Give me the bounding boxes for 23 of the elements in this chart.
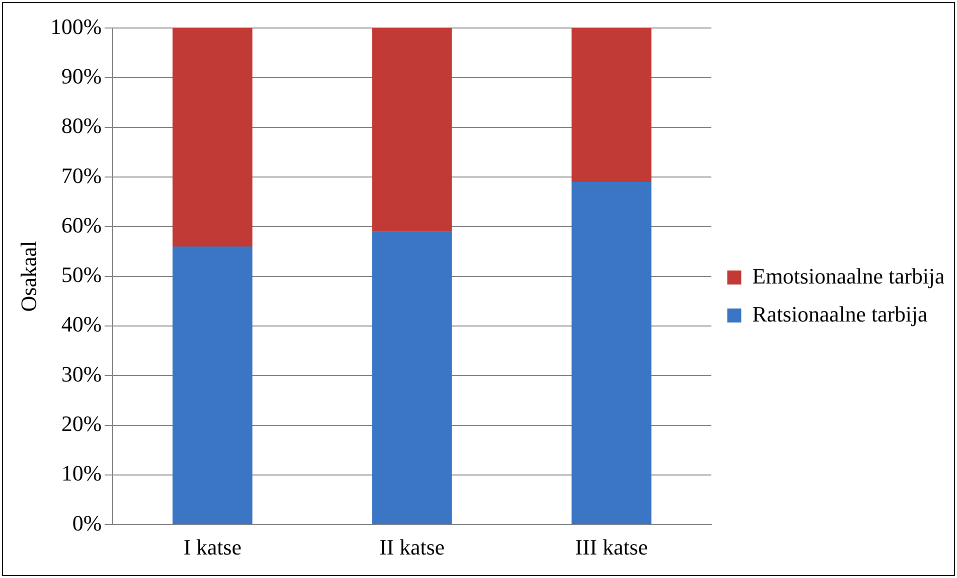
bar xyxy=(172,246,252,524)
y-tick-label: 10% xyxy=(61,460,102,486)
y-tick-label: 20% xyxy=(61,411,102,436)
y-tick-label: 70% xyxy=(61,162,102,188)
bar xyxy=(372,28,452,232)
x-tick-label: I katse xyxy=(183,534,242,560)
legend-label: Ratsionaalne tarbija xyxy=(752,301,928,326)
y-axis-title: Osakaal xyxy=(16,240,41,312)
y-tick-label: 50% xyxy=(61,262,102,288)
legend-label: Emotsionaalne tarbija xyxy=(752,263,945,288)
y-tick-label: 0% xyxy=(72,510,102,536)
bar xyxy=(572,182,652,524)
y-tick-label: 30% xyxy=(61,361,102,386)
bar xyxy=(372,232,452,524)
bar xyxy=(572,28,652,182)
bar xyxy=(172,28,252,247)
y-tick-label: 100% xyxy=(50,14,102,39)
y-tick-label: 80% xyxy=(61,113,102,138)
y-tick-label: 60% xyxy=(61,212,102,238)
y-tick-label: 40% xyxy=(61,312,102,337)
y-tick-label: 90% xyxy=(61,63,102,88)
x-tick-label: III katse xyxy=(575,534,648,560)
x-tick-label: II katse xyxy=(379,534,445,560)
